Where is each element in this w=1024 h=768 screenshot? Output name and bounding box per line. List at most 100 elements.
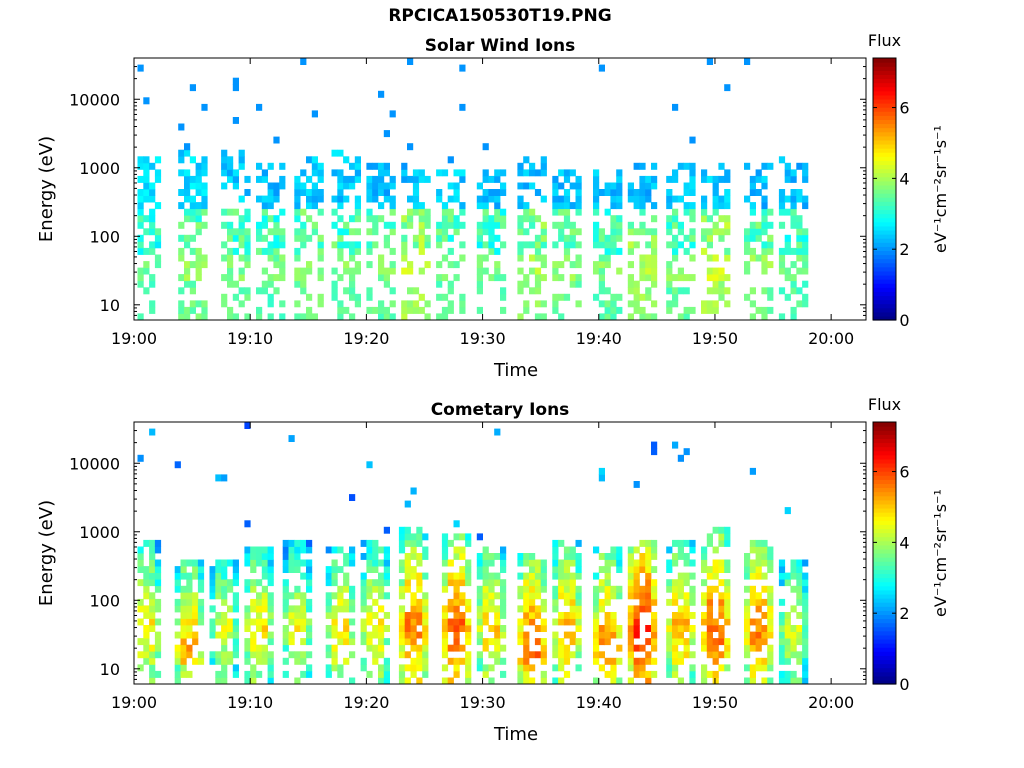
flux-cell <box>441 553 449 560</box>
flux-cell <box>195 228 202 236</box>
flux-cell <box>398 539 406 547</box>
flux-cell <box>238 195 245 203</box>
flux-cell <box>534 247 542 255</box>
flux-cell <box>778 189 786 196</box>
flux-cell <box>767 625 774 632</box>
colorbar-swatch <box>873 422 896 427</box>
flux-cell <box>593 618 600 626</box>
flux-cell <box>523 241 530 249</box>
flux-cell <box>441 651 449 659</box>
flux-cell <box>540 651 547 659</box>
flux-cell <box>712 670 719 678</box>
flux-cell <box>552 592 559 600</box>
flux-cell <box>349 254 356 262</box>
burst-16 <box>701 526 731 685</box>
flux-cell <box>639 657 646 665</box>
flux-cell <box>189 202 196 210</box>
flux-cell <box>604 300 611 308</box>
flux-cell <box>517 195 524 203</box>
flux-cell <box>790 208 797 216</box>
flux-cell <box>558 618 565 626</box>
flux-cell <box>540 618 547 626</box>
flux-cell <box>488 638 495 646</box>
flux-cell <box>523 598 530 606</box>
flux-cell <box>712 228 719 236</box>
flux-cell <box>604 182 611 190</box>
flux-cell <box>529 566 536 573</box>
flux-cell <box>651 228 658 236</box>
flux-cell <box>666 306 673 314</box>
flux-cell <box>534 572 542 580</box>
flux-cell <box>790 189 797 196</box>
flux-cell <box>273 228 280 236</box>
flux-cell <box>383 241 390 249</box>
flux-cell <box>796 267 803 275</box>
flux-cell <box>465 664 472 672</box>
flux-cell <box>563 254 571 262</box>
flux-cell <box>354 162 361 170</box>
flux-cell <box>701 644 708 652</box>
flux-cell <box>639 585 646 593</box>
flux-cell <box>273 182 280 190</box>
flux-cell <box>192 559 199 567</box>
flux-cell <box>796 612 803 619</box>
flux-cell <box>701 247 708 255</box>
flux-cell <box>306 156 313 164</box>
flux-cell <box>244 618 251 626</box>
flux-cell <box>645 598 652 606</box>
flux-cell <box>575 202 582 210</box>
flux-cell <box>558 274 565 282</box>
x-tick-label: 19:00 <box>111 693 157 712</box>
flux-cell <box>389 208 396 216</box>
flux-cell <box>627 300 634 308</box>
flux-cell <box>300 670 307 678</box>
flux-cell <box>149 247 156 255</box>
flux-cell <box>404 618 411 626</box>
flux-cell <box>689 169 696 177</box>
flux-cell <box>418 228 425 236</box>
burst-11 <box>517 156 547 321</box>
flux-cell <box>256 195 263 203</box>
flux-cell <box>418 267 425 275</box>
flux-cell <box>441 169 449 177</box>
flux-cell <box>593 195 600 203</box>
flux-cell <box>294 254 301 262</box>
flux-cell <box>244 313 251 321</box>
flux-cell <box>718 579 725 587</box>
flux-cell <box>593 261 600 269</box>
flux-cell <box>261 651 268 659</box>
flux-cell <box>761 162 768 170</box>
flux-cell <box>232 84 239 92</box>
flux-cell <box>500 293 507 301</box>
flux-cell <box>401 306 408 314</box>
flux-cell <box>517 618 524 626</box>
flux-cell <box>488 234 495 242</box>
flux-cell <box>610 241 617 249</box>
flux-cell <box>604 241 611 249</box>
flux-cell <box>767 241 774 249</box>
flux-cell <box>598 189 605 196</box>
flux-cell <box>366 638 373 646</box>
burst-8 <box>401 58 431 321</box>
flux-cell <box>749 287 756 295</box>
flux-cell <box>639 539 646 547</box>
burst-15 <box>666 441 696 685</box>
flux-cell <box>418 234 425 242</box>
flux-cell <box>523 572 530 580</box>
flux-cell <box>300 592 307 600</box>
flux-cell <box>227 631 234 639</box>
flux-cell <box>137 313 144 321</box>
y-tick-label: 1000 <box>79 523 120 542</box>
panel-title: Solar Wind Ions <box>425 36 576 56</box>
colorbar-swatch <box>873 593 896 599</box>
flux-cell <box>227 313 234 321</box>
flux-cell <box>184 189 191 196</box>
flux-cell <box>261 221 268 229</box>
flux-cell <box>593 267 600 275</box>
flux-cell <box>558 221 565 229</box>
flux-cell <box>718 215 725 223</box>
colorbar-swatch <box>873 254 896 260</box>
flux-cell <box>267 241 274 249</box>
flux-cell <box>180 670 187 678</box>
flux-cell <box>651 202 658 210</box>
